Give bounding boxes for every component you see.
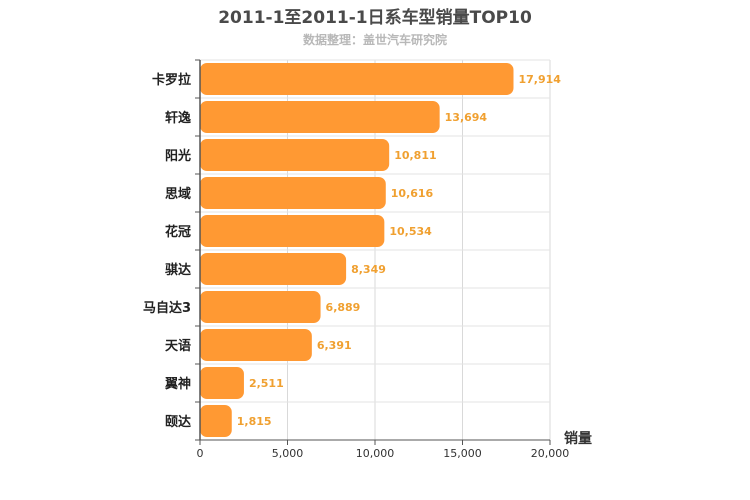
bar-9[interactable] (200, 367, 244, 399)
data-label: 10,616 (391, 187, 434, 200)
data-label: 10,811 (394, 149, 436, 162)
data-label: 8,349 (351, 263, 386, 276)
bar-10[interactable] (200, 405, 232, 437)
category-label: 阳光 (165, 148, 191, 164)
bar-5[interactable] (200, 215, 385, 247)
category-label: 思域 (165, 186, 191, 202)
data-label: 10,534 (389, 225, 432, 238)
x-tick-label: 0 (197, 447, 204, 460)
x-axis-title: 销量 (564, 430, 592, 447)
category-label: 花冠 (165, 224, 191, 240)
category-label: 颐达 (165, 414, 191, 430)
bar-1[interactable] (200, 63, 514, 95)
x-tick-label: 5,000 (272, 447, 304, 460)
bar-7[interactable] (200, 291, 321, 323)
data-label: 6,391 (317, 339, 352, 352)
bar-8[interactable] (200, 329, 312, 361)
bar-3[interactable] (200, 139, 390, 171)
bar-6[interactable] (200, 253, 347, 285)
chart-title: 2011-1至2011-1日系车型销量TOP10 (218, 8, 532, 28)
category-label: 翼神 (164, 376, 191, 392)
data-label: 17,914 (518, 73, 561, 86)
bar-4[interactable] (200, 177, 386, 209)
bar-2[interactable] (200, 101, 440, 133)
data-label: 1,815 (237, 415, 272, 428)
x-tick-label: 10,000 (356, 447, 395, 460)
x-tick-label: 15,000 (443, 447, 482, 460)
category-label: 轩逸 (165, 110, 191, 126)
data-label: 6,889 (326, 301, 361, 314)
data-label: 2,511 (249, 377, 284, 390)
category-label: 骐达 (165, 262, 191, 278)
chart-subtitle: 数据整理：盖世汽车研究院 (302, 33, 447, 47)
x-tick-label: 20,000 (531, 447, 570, 460)
data-label: 13,694 (445, 111, 488, 124)
category-label: 卡罗拉 (152, 72, 191, 88)
category-label: 天语 (165, 339, 191, 354)
category-label: 马自达3 (143, 300, 191, 316)
